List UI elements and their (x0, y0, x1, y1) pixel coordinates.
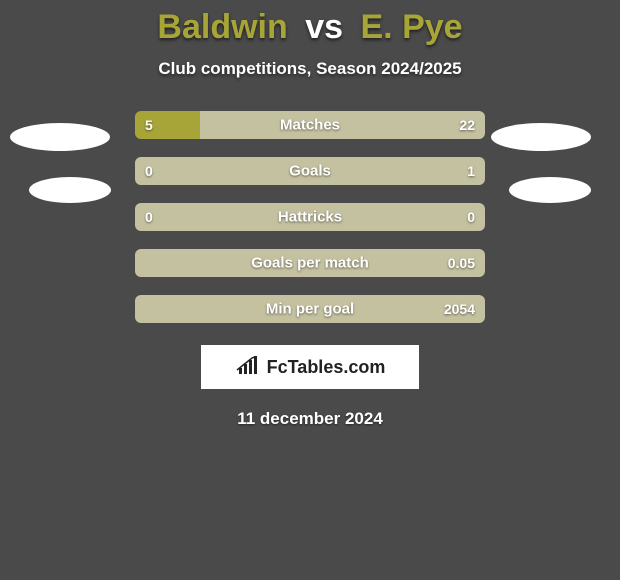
bar-right-fill (200, 111, 485, 139)
decorative-ellipse (10, 123, 110, 151)
player2-name: E. Pye (361, 8, 463, 46)
stat-bar: Matches 5 22 (135, 111, 485, 139)
decorative-ellipse (491, 123, 591, 151)
stat-label: Hattricks (278, 209, 342, 226)
player1-name: Baldwin (157, 8, 287, 46)
stat-bars: Matches 5 22 Goals 0 1 Hattricks 0 0 Goals per ma… (135, 111, 485, 323)
stat-value-left: 5 (145, 117, 153, 133)
stat-value-left: 0 (145, 163, 153, 179)
stat-value-right: 0 (467, 209, 475, 225)
content: Matches 5 22 Goals 0 1 Hattricks 0 0 Goals per ma… (0, 111, 620, 429)
vs-text: vs (305, 8, 343, 46)
stat-label: Matches (280, 117, 340, 134)
stat-bar: Goals 0 1 (135, 157, 485, 185)
date-text: 11 december 2024 (0, 409, 620, 429)
stat-value-right: 1 (467, 163, 475, 179)
chart-icon (235, 356, 261, 378)
stat-bar: Min per goal 2054 (135, 295, 485, 323)
stat-value-right: 22 (459, 117, 475, 133)
stat-bar: Goals per match 0.05 (135, 249, 485, 277)
stat-label: Min per goal (266, 301, 354, 318)
stat-bar: Hattricks 0 0 (135, 203, 485, 231)
subtitle: Club competitions, Season 2024/2025 (0, 59, 620, 79)
stat-value-right: 0.05 (448, 255, 475, 271)
stat-value-left: 0 (145, 209, 153, 225)
logo-text: FcTables.com (267, 357, 386, 378)
stat-value-right: 2054 (444, 301, 475, 317)
logo-box: FcTables.com (201, 345, 419, 389)
page-title: Baldwin vs E. Pye (0, 0, 620, 47)
stat-label: Goals (289, 163, 331, 180)
stat-label: Goals per match (251, 255, 369, 272)
decorative-ellipse (29, 177, 111, 203)
decorative-ellipse (509, 177, 591, 203)
